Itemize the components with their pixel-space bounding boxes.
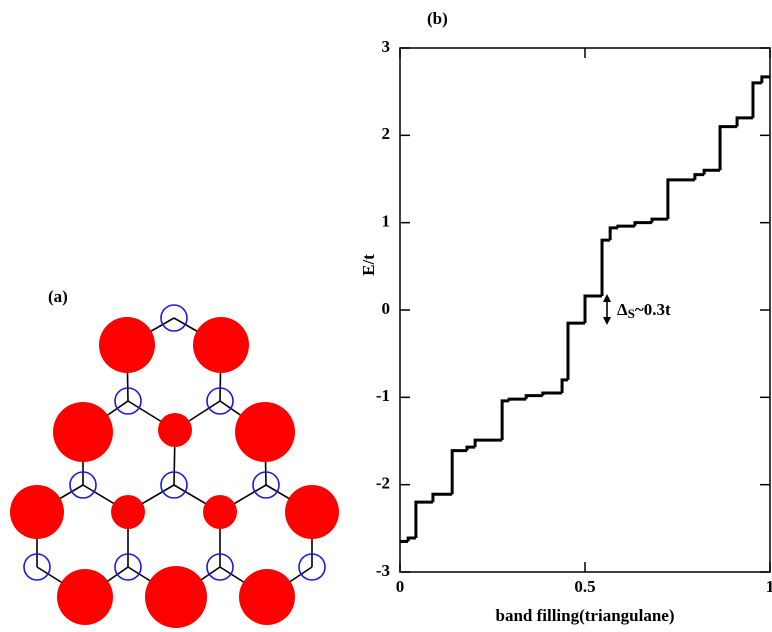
step: [583, 294, 603, 324]
y-tick-label: 3: [382, 37, 391, 56]
site-open: [114, 387, 142, 415]
site-large: [10, 485, 64, 539]
site-open: [206, 553, 234, 581]
site-large: [111, 495, 145, 529]
site-large: [285, 485, 339, 539]
site-open: [69, 471, 97, 499]
step: [541, 391, 563, 396]
site-open: [160, 471, 188, 499]
annotation-arrow: [603, 294, 611, 325]
step: [507, 397, 527, 401]
step: [718, 125, 738, 171]
x-tick-label: 1: [766, 577, 772, 596]
site-open: [160, 304, 188, 332]
site-large: [239, 569, 295, 625]
step: [650, 217, 668, 223]
y-tick-label: -1: [376, 386, 390, 405]
site-large: [53, 402, 113, 462]
lattice-diagram: [10, 304, 339, 628]
site-large: [193, 317, 249, 373]
panel-label: (a): [48, 287, 68, 306]
annotation-symbol: Δ: [617, 300, 628, 319]
step: [566, 321, 585, 380]
x-axis-label: band filling(triangulane): [495, 606, 674, 625]
annotation: ΔS~0.3t: [617, 300, 671, 321]
step: [560, 378, 568, 393]
y-tick-label: -3: [376, 561, 390, 580]
step: [414, 500, 433, 538]
step: [735, 116, 753, 127]
site-large: [203, 495, 237, 529]
site-open: [298, 553, 326, 581]
step: [500, 399, 510, 441]
site-large: [145, 566, 207, 628]
step: [465, 445, 476, 451]
site-open: [23, 553, 51, 581]
step: [524, 394, 543, 400]
y-tick-label: -2: [376, 474, 390, 493]
y-tick-label: 0: [382, 299, 391, 318]
x-tick-label: 0.5: [574, 577, 595, 596]
y-axis-label: E/t: [359, 254, 378, 276]
plot-frame: [399, 47, 771, 573]
site-large: [235, 402, 295, 462]
step: [431, 492, 453, 503]
step: [608, 226, 618, 241]
site-open: [114, 553, 142, 581]
panel-label: (b): [427, 9, 448, 28]
step: [450, 449, 467, 495]
annotation-text: ~0.3t: [635, 300, 671, 319]
step: [751, 81, 762, 118]
y-tick-label: 1: [382, 212, 391, 231]
step: [633, 221, 652, 227]
step: [666, 178, 695, 220]
site-large: [99, 317, 155, 373]
step: [760, 75, 770, 83]
site-open: [206, 387, 234, 415]
y-tick-label: 2: [382, 124, 391, 143]
step: [693, 173, 705, 180]
site-open: [252, 471, 280, 499]
annotation-subscript: S: [628, 306, 635, 321]
step: [702, 168, 721, 175]
step: [473, 438, 503, 448]
site-large: [158, 413, 192, 447]
step: [406, 536, 416, 542]
site-large: [57, 569, 113, 625]
step: [616, 224, 635, 228]
arrow-heads: [603, 294, 611, 325]
step: [600, 238, 611, 297]
x-tick-label: 0: [396, 577, 405, 596]
